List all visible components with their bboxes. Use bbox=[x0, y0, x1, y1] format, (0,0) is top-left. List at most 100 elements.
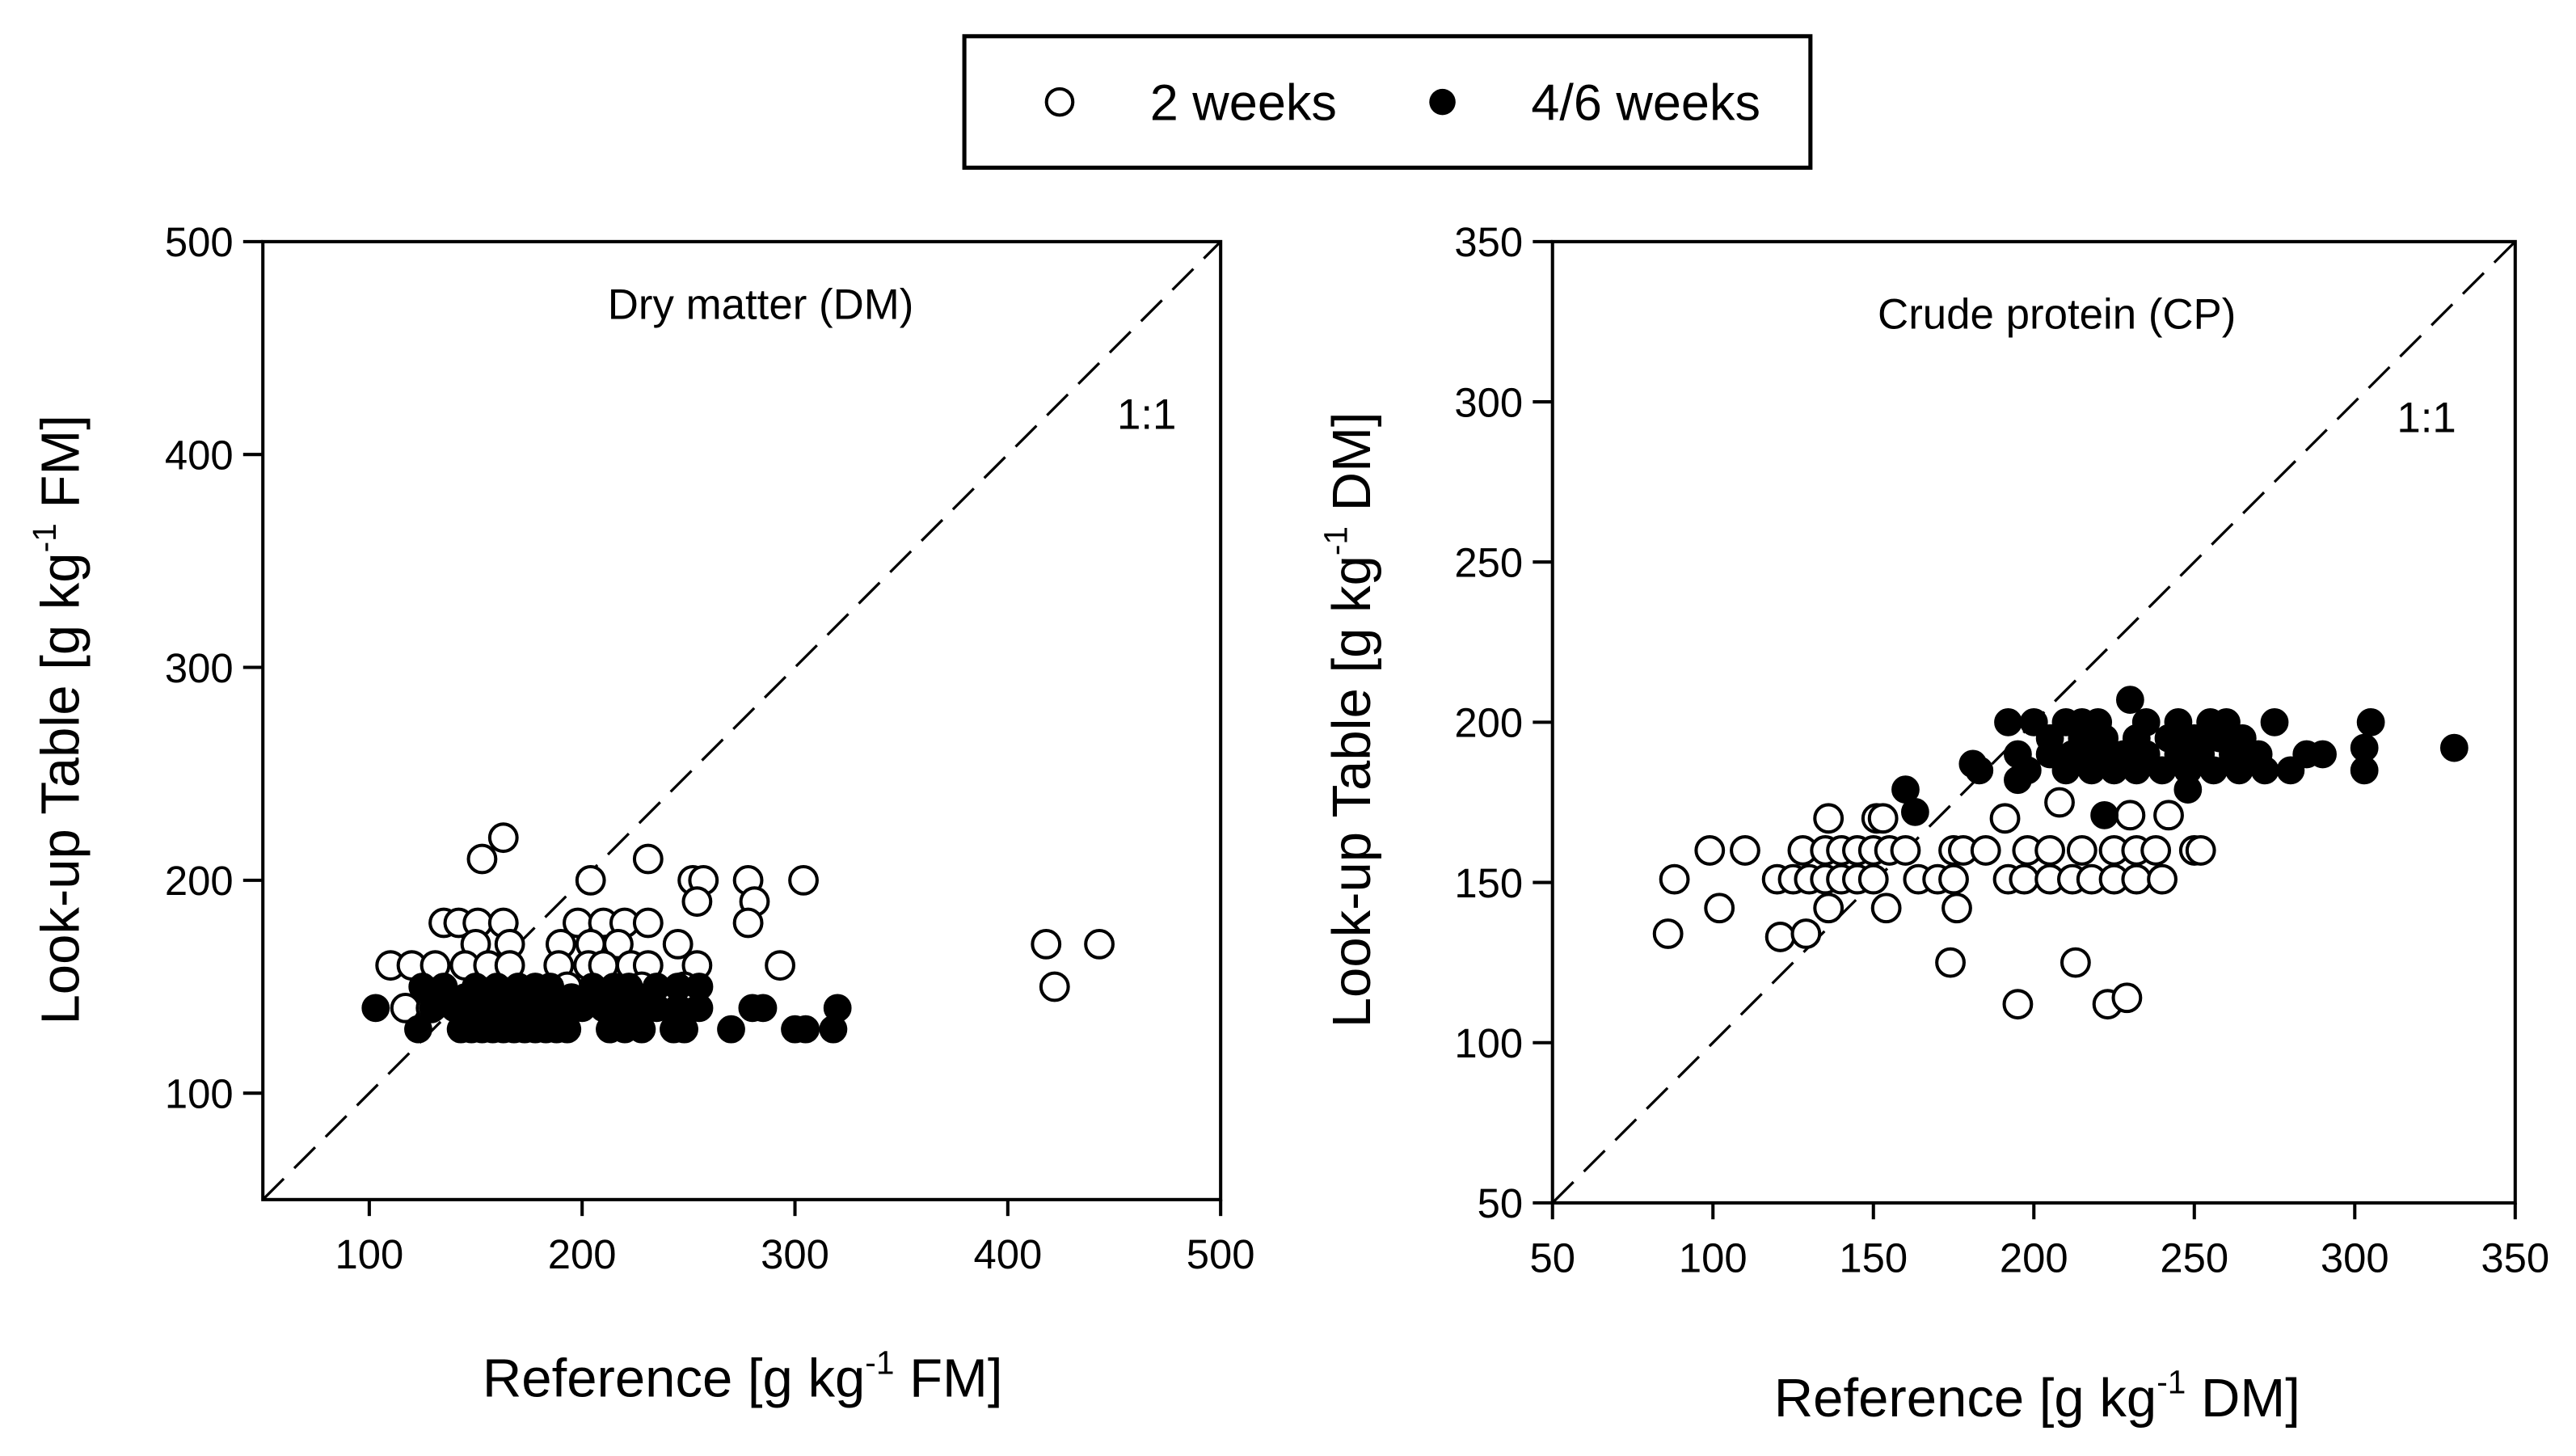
data-point bbox=[1935, 947, 1966, 978]
y-tick-label: 300 bbox=[165, 645, 234, 691]
data-point bbox=[1970, 835, 2001, 866]
one-to-one-label: 1:1 bbox=[2397, 395, 2456, 442]
data-point bbox=[748, 994, 778, 1023]
x-axis-label: Reference [g kg-1 FM] bbox=[483, 1344, 1003, 1408]
x-tick-label: 350 bbox=[2481, 1234, 2549, 1281]
data-point bbox=[553, 1015, 582, 1044]
data-point bbox=[1039, 971, 1070, 1002]
data-point bbox=[2122, 756, 2151, 785]
y-tick-label: 500 bbox=[165, 219, 234, 265]
x-tick-label: 400 bbox=[973, 1231, 1042, 1277]
y-tick-label: 150 bbox=[1454, 860, 1523, 906]
data-point bbox=[1813, 803, 1845, 834]
x-tick-label: 300 bbox=[761, 1231, 829, 1277]
data-point bbox=[685, 973, 714, 1001]
x-tick-label: 200 bbox=[2000, 1234, 2068, 1281]
data-point bbox=[2185, 835, 2216, 866]
data-point bbox=[1857, 863, 1889, 895]
series-4-6-weeks bbox=[1891, 686, 2468, 829]
series-4-6-weeks bbox=[361, 973, 852, 1044]
data-point bbox=[670, 1015, 698, 1044]
data-point bbox=[2250, 756, 2279, 785]
x-tick-label: 200 bbox=[548, 1231, 617, 1277]
data-point bbox=[1870, 893, 1902, 924]
data-point bbox=[1704, 893, 1735, 924]
data-point bbox=[1938, 863, 1969, 895]
data-point bbox=[2308, 740, 2337, 769]
data-point bbox=[450, 983, 479, 1012]
data-point bbox=[1989, 803, 2021, 834]
y-tick-label: 350 bbox=[1454, 219, 1523, 265]
data-point bbox=[662, 928, 694, 960]
data-point bbox=[2090, 800, 2119, 829]
data-point bbox=[765, 950, 795, 981]
legend: 2 weeks 4/6 weeks bbox=[962, 34, 1813, 170]
data-point bbox=[2153, 800, 2184, 831]
data-point bbox=[788, 864, 819, 896]
crude-protein-plot: Crude protein (CP) 1:1 Reference [g kg-1… bbox=[1318, 219, 2550, 1429]
data-point bbox=[1659, 863, 1690, 895]
data-point bbox=[404, 1015, 432, 1044]
data-point bbox=[632, 907, 664, 939]
data-point bbox=[791, 1015, 820, 1044]
data-point bbox=[493, 983, 522, 1012]
legend-label-4-6-weeks: 4/6 weeks bbox=[1531, 74, 1760, 131]
data-point bbox=[681, 886, 713, 918]
data-point bbox=[631, 983, 660, 1012]
data-point bbox=[2350, 756, 2379, 785]
data-point bbox=[819, 1015, 848, 1044]
data-point bbox=[1941, 893, 1972, 924]
x-tick-label: 50 bbox=[1529, 1234, 1575, 1281]
y-axis-label: Look-up Table [g kg-1 FM] bbox=[26, 415, 91, 1024]
data-point bbox=[2004, 766, 2032, 795]
data-point bbox=[2260, 708, 2289, 736]
y-axis-label: Look-up Table [g kg-1 DM] bbox=[1318, 411, 1382, 1028]
data-point bbox=[2002, 989, 2034, 1020]
data-point bbox=[2114, 800, 2146, 831]
plot-title: Dry matter (DM) bbox=[608, 281, 914, 328]
data-point bbox=[1813, 893, 1845, 924]
data-point bbox=[632, 843, 664, 875]
data-point bbox=[2009, 863, 2040, 895]
y-tick-label: 400 bbox=[165, 432, 234, 478]
data-point bbox=[2060, 947, 2091, 978]
data-point bbox=[1764, 922, 1796, 952]
x-tick-label: 150 bbox=[1839, 1234, 1908, 1281]
data-point bbox=[1994, 708, 2022, 736]
data-point bbox=[2051, 756, 2081, 785]
y-tick-label: 250 bbox=[1454, 540, 1523, 586]
data-point bbox=[1084, 928, 1115, 960]
x-tick-label: 300 bbox=[2321, 1234, 2389, 1281]
data-point bbox=[2439, 733, 2468, 762]
data-point bbox=[1958, 749, 1988, 779]
series-2-weeks bbox=[1652, 787, 2216, 1020]
data-point bbox=[732, 907, 764, 939]
data-point bbox=[2044, 787, 2075, 818]
data-point bbox=[487, 822, 519, 854]
y-tick-label: 100 bbox=[1454, 1020, 1523, 1066]
x-tick-label: 100 bbox=[335, 1231, 403, 1277]
data-point bbox=[361, 994, 390, 1023]
data-point bbox=[2140, 835, 2172, 866]
one-to-one-label: 1:1 bbox=[1117, 391, 1176, 439]
data-point bbox=[1867, 803, 1899, 834]
data-point bbox=[1652, 918, 1684, 949]
legend-box bbox=[962, 34, 1813, 170]
x-tick-label: 500 bbox=[1187, 1231, 1255, 1277]
data-point bbox=[2148, 756, 2177, 785]
data-point bbox=[717, 1015, 745, 1044]
x-axis-label: Reference [g kg-1 DM] bbox=[1774, 1364, 2300, 1429]
data-point bbox=[1730, 835, 1760, 866]
dry-matter-plot: Dry matter (DM) 1:1 Reference [g kg-1 FM… bbox=[26, 219, 1254, 1409]
data-point bbox=[1694, 835, 1726, 866]
data-point bbox=[2121, 863, 2152, 895]
legend-marker-open bbox=[1044, 87, 1075, 117]
legend-label-2-weeks: 2 weeks bbox=[1150, 74, 1337, 131]
plot-title: Crude protein (CP) bbox=[1878, 291, 2236, 339]
data-point bbox=[1031, 928, 1062, 960]
x-tick-label: 250 bbox=[2160, 1234, 2228, 1281]
data-point bbox=[2356, 708, 2385, 736]
data-point bbox=[2111, 982, 2143, 1014]
data-point bbox=[557, 983, 586, 1012]
